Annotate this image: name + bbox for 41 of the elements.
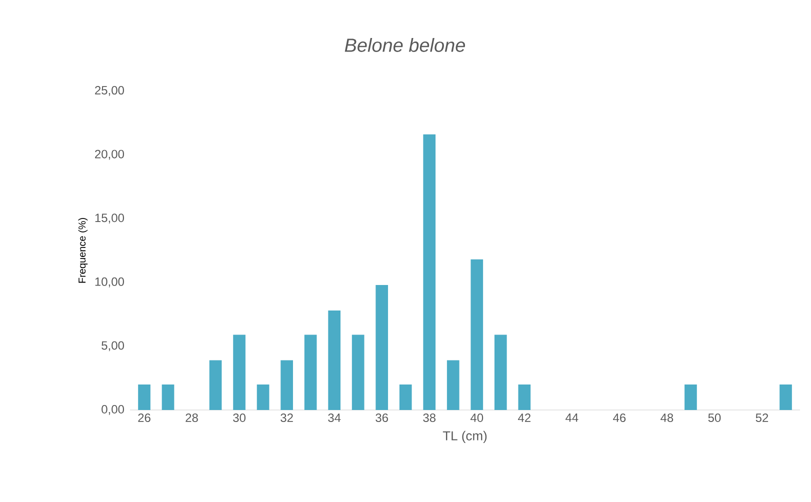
bar [352, 334, 364, 410]
x-tick-label: 46 [613, 414, 626, 422]
bar [494, 334, 507, 410]
bar [304, 334, 317, 410]
y-tick-label: 25,00 [95, 86, 124, 96]
y-tick-label: 5,00 [102, 341, 124, 352]
bar [233, 334, 246, 410]
bar [780, 384, 792, 410]
y-tick-label: 15,00 [95, 214, 124, 224]
x-tick-label: 52 [756, 414, 768, 422]
bar [446, 360, 460, 410]
bar [209, 360, 222, 410]
x-tick-label: 44 [566, 414, 578, 422]
bar [280, 360, 293, 410]
x-tick-label: 32 [280, 414, 293, 422]
x-tick-label: 40 [470, 414, 484, 422]
x-tick-label: 38 [423, 414, 436, 422]
x-tick-label: 26 [138, 414, 150, 422]
bar [399, 384, 412, 410]
x-tick-label: 50 [708, 414, 721, 422]
x-tick-label: 42 [518, 414, 530, 422]
bar [162, 384, 174, 410]
chart-title: Belone belone [344, 38, 466, 52]
x-tick-label: 34 [328, 414, 341, 422]
x-tick-label: 48 [660, 414, 674, 422]
x-axis-title: TL (cm) [442, 430, 487, 443]
y-axis-title: Frequence (%) [78, 218, 88, 283]
x-tick-label: 28 [186, 414, 198, 422]
bar [470, 259, 484, 410]
bar [328, 310, 341, 410]
y-tick-label: 10,00 [95, 277, 124, 288]
bar [138, 384, 150, 410]
bar [423, 134, 436, 410]
bar [256, 384, 270, 410]
y-tick-label: 0,00 [102, 405, 124, 415]
bar [376, 284, 388, 410]
x-tick-label: 36 [376, 414, 388, 422]
bar [518, 384, 531, 410]
bar [684, 384, 697, 410]
x-tick-label: 30 [233, 414, 246, 422]
y-tick-label: 20,00 [95, 150, 124, 160]
